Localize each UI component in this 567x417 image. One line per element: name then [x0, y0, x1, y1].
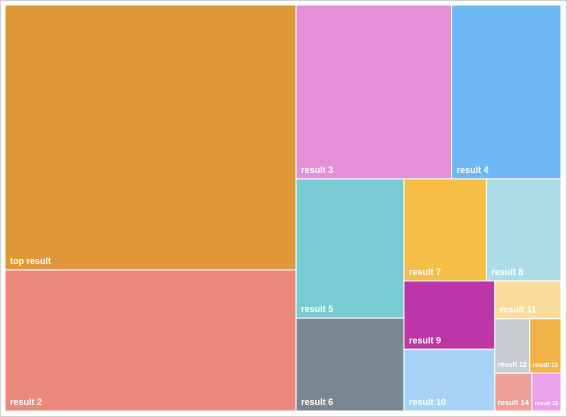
- cell-label: result 2: [10, 397, 42, 407]
- treemap-cell: [494, 372, 533, 412]
- cell-label: result 14: [498, 398, 530, 407]
- treemap-cell: [403, 178, 487, 282]
- cell-label: result 9: [409, 335, 441, 345]
- cell-label: result 12: [498, 362, 527, 369]
- treemap-cell: [403, 348, 496, 412]
- treemap-cell: [295, 178, 405, 319]
- cell-label: result 6: [301, 397, 333, 407]
- cell-label: result 4: [457, 165, 489, 175]
- treemap-cell: [494, 318, 531, 374]
- treemap-cell: [295, 4, 453, 180]
- cell-label: top result: [10, 256, 51, 266]
- cell-label: result 8: [491, 267, 523, 277]
- treemap-cell: [4, 4, 297, 271]
- cell-label: result 13: [533, 362, 559, 369]
- treemap-cell: [451, 4, 562, 180]
- treemap-cell: [295, 317, 405, 412]
- treemap-cell: [4, 269, 297, 412]
- cell-label: result 10: [409, 397, 446, 407]
- treemap-cell: [403, 280, 496, 350]
- cell-label: result 7: [409, 267, 441, 277]
- cell-label: result 15: [535, 401, 558, 407]
- cell-label: result 3: [301, 165, 333, 175]
- treemap-cell: [485, 178, 562, 282]
- cell-label: result 11: [500, 305, 537, 315]
- cell-label: result 5: [301, 304, 333, 314]
- treemap-cell: [531, 372, 562, 412]
